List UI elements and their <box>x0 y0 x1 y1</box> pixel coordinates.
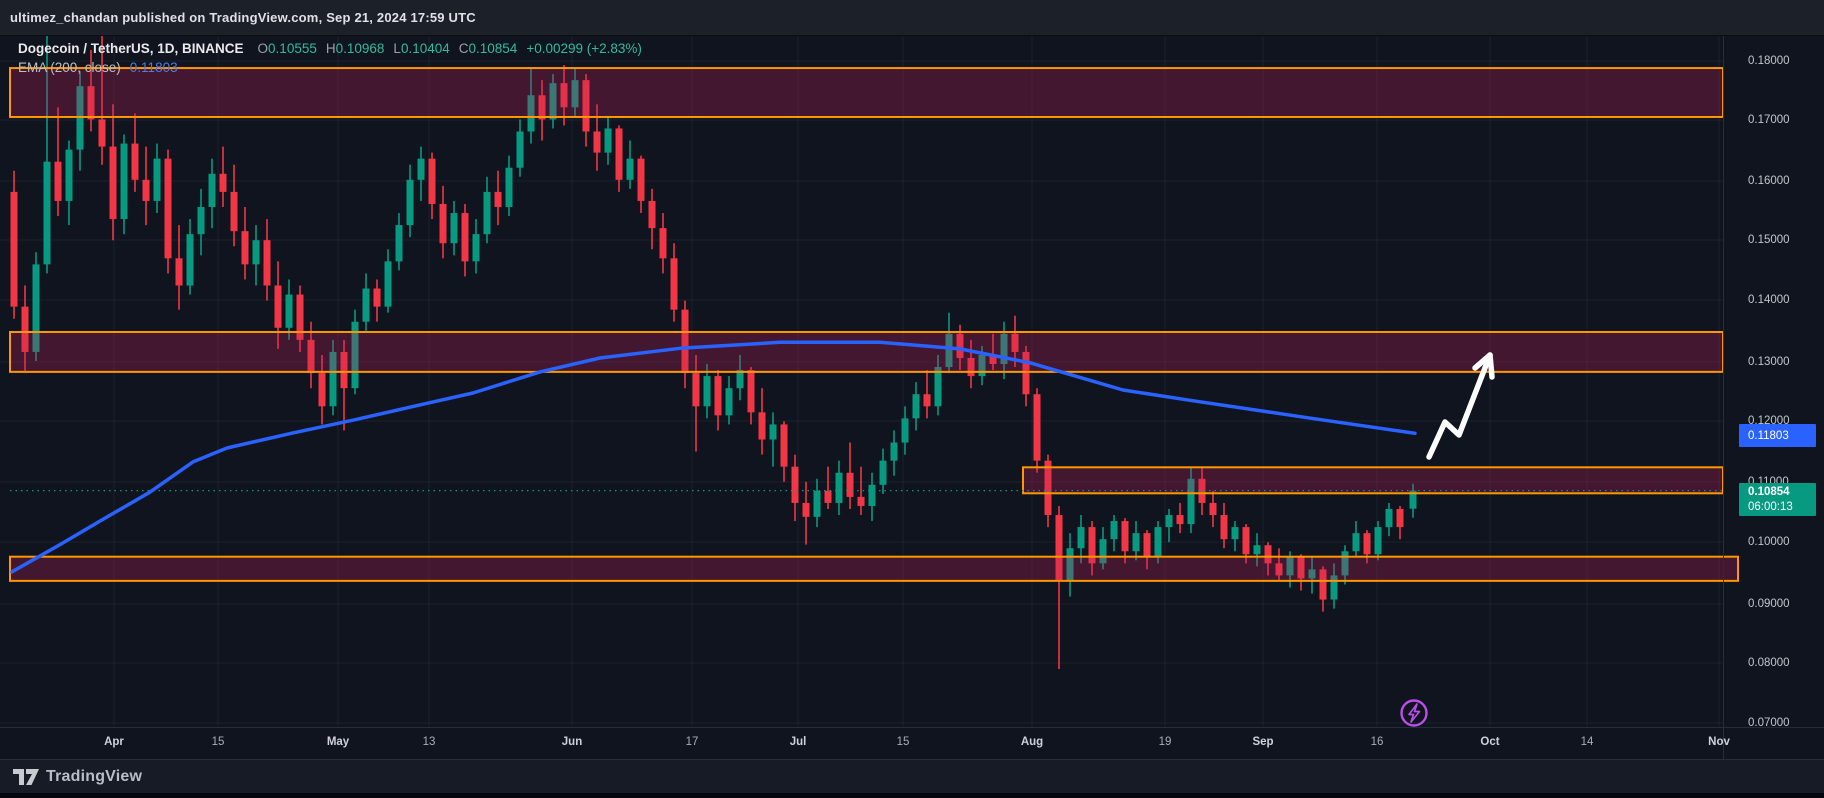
flash-boost-button[interactable] <box>1400 699 1428 727</box>
ohlc-pair-h: H0.10968 <box>325 40 385 56</box>
price-scale-label: 0.18000 <box>1748 55 1790 67</box>
publish-info-text: ultimez_chandan published on TradingView… <box>10 10 476 25</box>
zone-support-0.095[interactable] <box>9 555 1739 582</box>
time-axis-label: Nov <box>1708 736 1730 748</box>
price-scale-label: 0.09000 <box>1748 598 1790 610</box>
price-scale-label: 0.16000 <box>1748 175 1790 187</box>
ohlc-pair-c: C0.10854 <box>458 40 518 56</box>
tradingview-logo-icon[interactable] <box>13 768 39 786</box>
lightning-icon <box>1408 703 1421 723</box>
ema-price-label: 0.11803 <box>1739 424 1816 447</box>
ema-price-value: 0.11803 <box>1748 429 1789 442</box>
time-axis-label: Jun <box>561 736 583 748</box>
price-scale-label: 0.07000 <box>1748 717 1790 729</box>
time-axis-label: Sep <box>1252 736 1274 748</box>
time-axis-label: 15 <box>211 736 225 748</box>
zone-resistance-0.13[interactable] <box>9 331 1724 373</box>
time-axis-label: 15 <box>896 736 910 748</box>
change-value: +0.00299 (+2.83%) <box>526 40 642 56</box>
ohlc-values: O0.10555 H0.10968 L0.10404 C0.10854 <box>258 41 527 56</box>
price-scale-label: 0.14000 <box>1748 294 1790 306</box>
time-axis-label: Aug <box>1020 736 1044 748</box>
price-scale-separator <box>1723 35 1724 759</box>
zone-resistance-0.17[interactable] <box>9 67 1724 118</box>
zone-resistance-0.11[interactable] <box>1022 466 1724 495</box>
publish-info-bar: ultimez_chandan published on TradingView… <box>0 0 1824 36</box>
ema-200-line[interactable] <box>10 340 1417 574</box>
time-axis-label: 19 <box>1158 736 1172 748</box>
grid-lines <box>0 35 1723 727</box>
legend-ohlc-row: Dogecoin / TetherUS, 1D, BINANCE O0.1055… <box>18 39 642 57</box>
last-price-label: 0.10854 06:00:13 <box>1739 483 1816 516</box>
time-axis-label: May <box>326 736 350 748</box>
trend-arrow-annotation[interactable] <box>1426 352 1495 460</box>
time-axis-separator <box>0 727 1824 728</box>
chart-legend: Dogecoin / TetherUS, 1D, BINANCE O0.1055… <box>18 39 642 76</box>
time-axis-label: Jul <box>789 736 807 748</box>
indicator-label[interactable]: EMA (200, close) <box>18 59 121 75</box>
brand-name: TradingView <box>46 768 143 785</box>
candle-countdown: 06:00:13 <box>1748 500 1793 513</box>
time-axis-label: 13 <box>422 736 436 748</box>
time-axis-label: Oct <box>1480 736 1500 748</box>
price-scale-label: 0.13000 <box>1748 356 1790 368</box>
indicator-value: 0.11803 <box>129 59 178 75</box>
supply-demand-zones[interactable] <box>9 67 1739 582</box>
time-axis-label: 17 <box>685 736 699 748</box>
legend-indicator-row: EMA (200, close) 0.11803 <box>18 58 642 76</box>
time-axis-label: 14 <box>1580 736 1594 748</box>
last-price-value: 0.10854 <box>1748 485 1790 498</box>
price-scale-label: 0.10000 <box>1748 536 1790 548</box>
ohlc-pair-o: O0.10555 <box>257 40 317 56</box>
ohlc-pair-l: L0.10404 <box>393 40 450 56</box>
price-scale-label: 0.17000 <box>1748 114 1790 126</box>
symbol-title[interactable]: Dogecoin / TetherUS, 1D, BINANCE <box>18 40 244 56</box>
price-scale-label: 0.08000 <box>1748 657 1790 669</box>
candle-series <box>10 16 1417 670</box>
time-axis-label: Apr <box>104 736 124 748</box>
price-scale-label: 0.15000 <box>1748 234 1790 246</box>
footer-bar: TradingView <box>0 759 1824 794</box>
bottom-strip <box>0 793 1824 798</box>
time-axis-label: 16 <box>1370 736 1384 748</box>
